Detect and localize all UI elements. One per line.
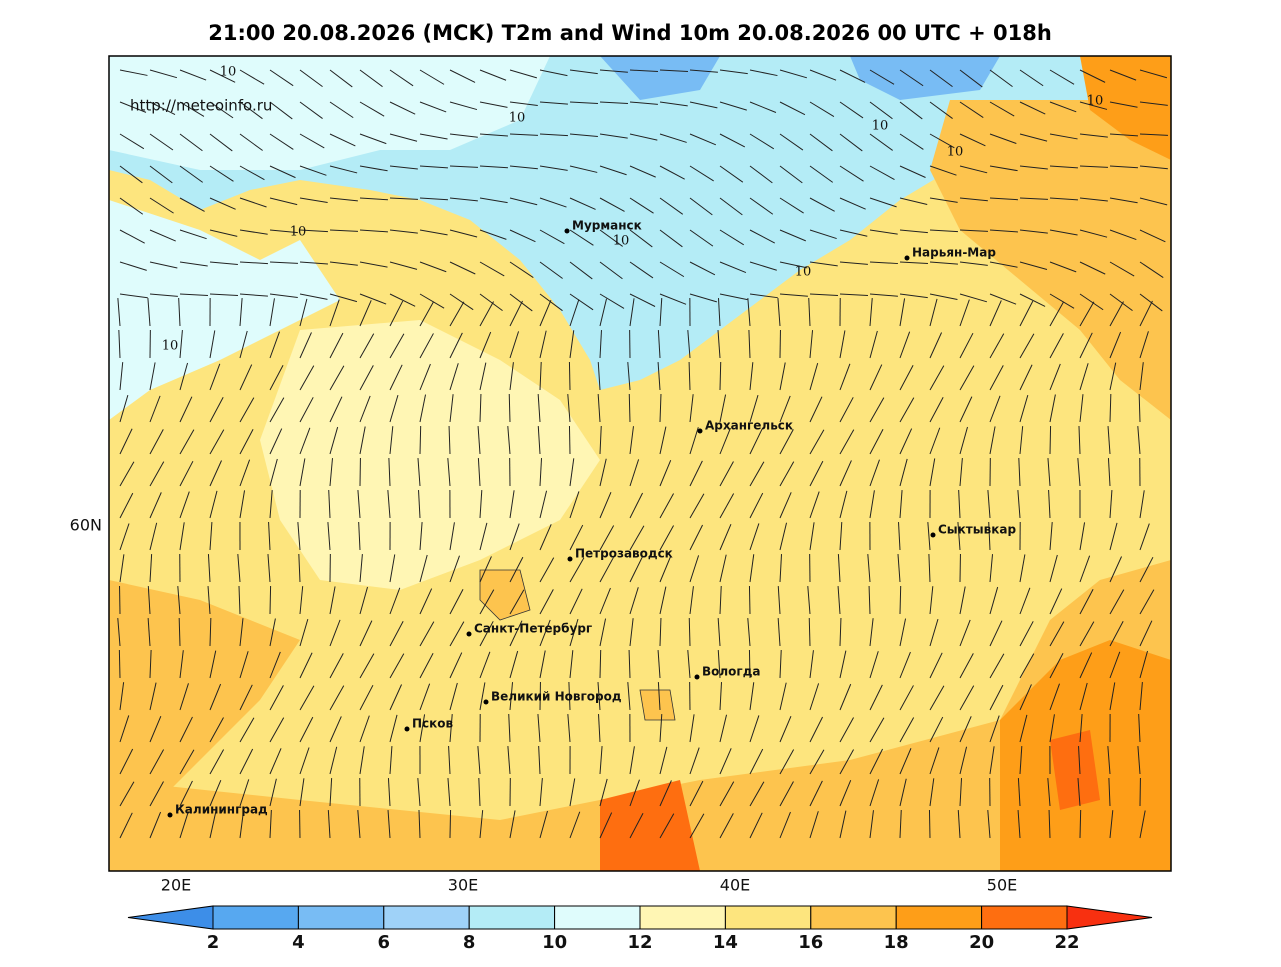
- city-label: Санкт-Петербург: [474, 622, 592, 636]
- colorbar-label: 22: [1054, 932, 1079, 953]
- lon-label: 20E: [161, 876, 191, 895]
- colorbar-label: 14: [713, 932, 738, 953]
- colorbar-segment: [213, 906, 298, 929]
- wind-barb: [450, 810, 451, 838]
- colorbar-segment: [811, 906, 896, 929]
- colorbar-label: 4: [292, 932, 305, 953]
- contour-label: 10: [613, 234, 630, 249]
- city-label: Сыктывкар: [938, 523, 1016, 537]
- colorbar-label: 6: [378, 932, 391, 953]
- contour-label: 10: [795, 265, 812, 280]
- wind-barb: [569, 426, 570, 454]
- lon-label: 30E: [448, 876, 478, 895]
- colorbar-label: 16: [798, 932, 823, 953]
- title: 21:00 20.08.2026 (MCK) T2m and Wind 10m …: [208, 21, 1052, 45]
- city-dot: [568, 557, 573, 562]
- colorbar-segment: [555, 906, 640, 929]
- colorbar-segment: [469, 906, 554, 929]
- colorbar: 2 4 6 8 10 12 14 16 18 20 22: [128, 906, 1152, 953]
- wind-barb: [569, 362, 570, 390]
- wind-barb: [119, 650, 120, 678]
- colorbar-segment: [384, 906, 469, 929]
- colorbar-segment: [725, 906, 810, 929]
- contour-label: 10: [290, 225, 307, 240]
- colorbar-segment: [896, 906, 981, 929]
- city-dot: [695, 675, 700, 680]
- colorbar-label: 18: [884, 932, 909, 953]
- colorbar-segment: [640, 906, 725, 929]
- lon-label: 40E: [720, 876, 750, 895]
- contour-label: 10: [220, 65, 237, 80]
- city-dot: [484, 700, 489, 705]
- city-label: Нарьян-Мар: [912, 246, 996, 260]
- colorbar-label: 20: [969, 932, 994, 953]
- city-label: Великий Новгород: [491, 690, 622, 704]
- contour-label: 10: [872, 119, 889, 134]
- wind-barb: [600, 650, 601, 678]
- city-dot: [931, 533, 936, 538]
- wind-barb: [1050, 426, 1051, 454]
- wind-barb: [1080, 810, 1081, 838]
- wind-barb: [420, 426, 421, 454]
- wind-barb: [900, 586, 901, 614]
- map: [109, 56, 1171, 871]
- wind-barb: [749, 586, 750, 614]
- colorbar-segment: [982, 906, 1067, 929]
- colorbar-label: 12: [627, 932, 652, 953]
- contour-label: 10: [509, 111, 526, 126]
- colorbar-segment: [298, 906, 383, 929]
- contour-label: 10: [1087, 94, 1104, 109]
- lon-label: 50E: [987, 876, 1017, 895]
- city-label: Калининград: [175, 803, 268, 817]
- city-dot: [565, 229, 570, 234]
- city-dot: [905, 256, 910, 261]
- city-label: Мурманск: [572, 219, 642, 233]
- colorbar-arrow: [1067, 906, 1152, 929]
- wind-barb: [270, 586, 271, 614]
- city-label: Архангельск: [705, 419, 793, 433]
- city-dot: [405, 727, 410, 732]
- contour-label: 10: [947, 145, 964, 160]
- wind-barb: [929, 810, 930, 838]
- colorbar-label: 2: [207, 932, 220, 953]
- lat-label: 60N: [70, 516, 102, 535]
- city-label: Петрозаводск: [575, 547, 673, 561]
- city-label: Вологда: [702, 665, 760, 679]
- colorbar-arrow: [128, 906, 213, 929]
- city-label: Псков: [412, 717, 454, 731]
- city-dot: [698, 429, 703, 434]
- city-dot: [168, 813, 173, 818]
- city-dot: [467, 632, 472, 637]
- colorbar-label: 8: [463, 932, 476, 953]
- source-url: http://meteoinfo.ru: [130, 97, 272, 115]
- colorbar-label: 10: [542, 932, 567, 953]
- contour-label: 10: [162, 339, 179, 354]
